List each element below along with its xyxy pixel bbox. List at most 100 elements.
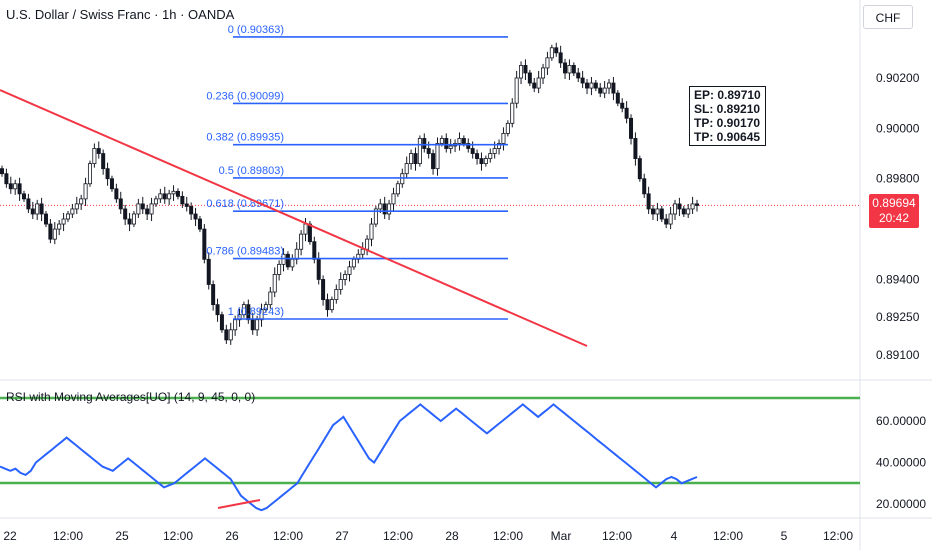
candle-body — [193, 213, 198, 220]
candle-body — [483, 158, 488, 165]
candle-body — [567, 65, 572, 74]
candle-body — [690, 203, 695, 210]
candle-body — [409, 153, 414, 165]
candle-body — [545, 57, 550, 69]
candle-body — [316, 258, 321, 280]
candle-body — [39, 203, 44, 215]
candle-body — [435, 143, 440, 170]
candle-body — [299, 233, 304, 250]
candle-body — [369, 223, 374, 240]
candle-body — [303, 223, 308, 235]
candle-body — [659, 208, 664, 220]
candle-body — [571, 65, 576, 74]
time-axis-label: Mar — [551, 529, 572, 543]
candle-body — [664, 218, 669, 225]
candle-body — [197, 218, 202, 230]
current-price-value: 0.89694 — [872, 196, 916, 210]
candle-body — [611, 82, 616, 94]
candle-body — [202, 228, 207, 260]
candle-body — [158, 193, 163, 200]
candle-body — [136, 203, 141, 215]
candle-body — [514, 77, 519, 104]
candle-body — [510, 102, 515, 124]
candle-body — [497, 143, 502, 149]
candle-body — [30, 208, 35, 215]
candle-body — [695, 203, 700, 206]
currency-selector[interactable]: CHF — [863, 5, 913, 29]
candle-body — [65, 213, 70, 220]
candle-body — [461, 138, 466, 144]
candle-body — [70, 208, 75, 215]
candle-body — [637, 158, 642, 180]
trade-note[interactable]: EP: 0.89710 SL: 0.89210 TP: 0.90170 TP: … — [689, 86, 766, 146]
candle-body — [382, 203, 387, 215]
candle-body — [479, 158, 484, 165]
candle-body — [52, 228, 57, 240]
candle-body — [83, 183, 88, 200]
take-profit-note-1: TP: 0.90170 — [694, 116, 761, 130]
candle-body — [527, 72, 532, 84]
candle-body — [492, 148, 497, 154]
candle-body — [404, 163, 409, 175]
candle-body — [620, 102, 625, 109]
candle-body — [378, 203, 383, 210]
candle-body — [321, 279, 326, 301]
candle-body — [677, 203, 682, 210]
price-axis-label: 0.90200 — [876, 71, 920, 85]
candle-body — [250, 319, 255, 331]
candle-body — [365, 238, 370, 250]
fib-level-label: 0.382 (0.89935) — [206, 132, 284, 144]
candle-body — [686, 208, 691, 215]
candle-body — [184, 203, 189, 207]
candle-body — [131, 213, 136, 225]
stop-loss-note: SL: 0.89210 — [694, 102, 761, 116]
candle-body — [360, 248, 365, 255]
candle-body — [325, 299, 330, 311]
candle-body — [96, 148, 101, 154]
candle-body — [347, 266, 352, 275]
price-axis-label: 0.89100 — [876, 348, 920, 362]
candle-body — [466, 143, 471, 149]
candle-body — [189, 206, 194, 215]
price-axis-label: 0.90000 — [876, 121, 920, 135]
candle-body — [0, 168, 4, 175]
candle-body — [444, 138, 449, 149]
time-axis-label: 25 — [115, 529, 129, 543]
candle-body — [602, 87, 607, 94]
rsi-axis-label: 60.00000 — [876, 414, 926, 428]
candle-body — [87, 163, 92, 185]
candle-body — [387, 203, 392, 215]
candle-body — [532, 82, 537, 89]
take-profit-note-2: TP: 0.90645 — [694, 130, 761, 144]
candle-body — [422, 138, 427, 149]
candle-body — [563, 62, 568, 74]
time-axis-label: 12:00 — [53, 529, 83, 543]
candle-body — [329, 299, 334, 311]
candle-body — [109, 178, 114, 190]
candle-body — [312, 241, 317, 260]
price-axis-label: 0.89250 — [876, 310, 920, 324]
time-axis-label: 28 — [445, 529, 459, 543]
candle-body — [417, 138, 422, 165]
candle-body — [334, 289, 339, 301]
time-axis-label: 12:00 — [163, 529, 193, 543]
candle-body — [475, 153, 480, 159]
price-axis-label: 0.89800 — [876, 172, 920, 186]
candle-body — [431, 153, 436, 170]
candle-body — [215, 304, 220, 316]
candle-body — [263, 304, 268, 311]
time-axis-label: 27 — [335, 529, 349, 543]
candle-body — [272, 274, 277, 293]
candle-body — [576, 72, 581, 79]
rsi-divergence-line — [217, 499, 261, 509]
fib-level-label: 0.786 (0.89483) — [206, 246, 284, 258]
time-axis-label: 22 — [3, 529, 17, 543]
candle-body — [391, 193, 396, 205]
candle-body — [519, 65, 524, 79]
rsi-line — [0, 403, 698, 512]
candle-body — [48, 223, 53, 240]
candle-body — [554, 47, 559, 54]
candle-body — [285, 253, 290, 268]
rsi-indicator-title[interactable]: RSI with Moving Averages[UO] (14, 9, 45,… — [6, 390, 256, 404]
price-axis-label: 0.89400 — [876, 272, 920, 286]
